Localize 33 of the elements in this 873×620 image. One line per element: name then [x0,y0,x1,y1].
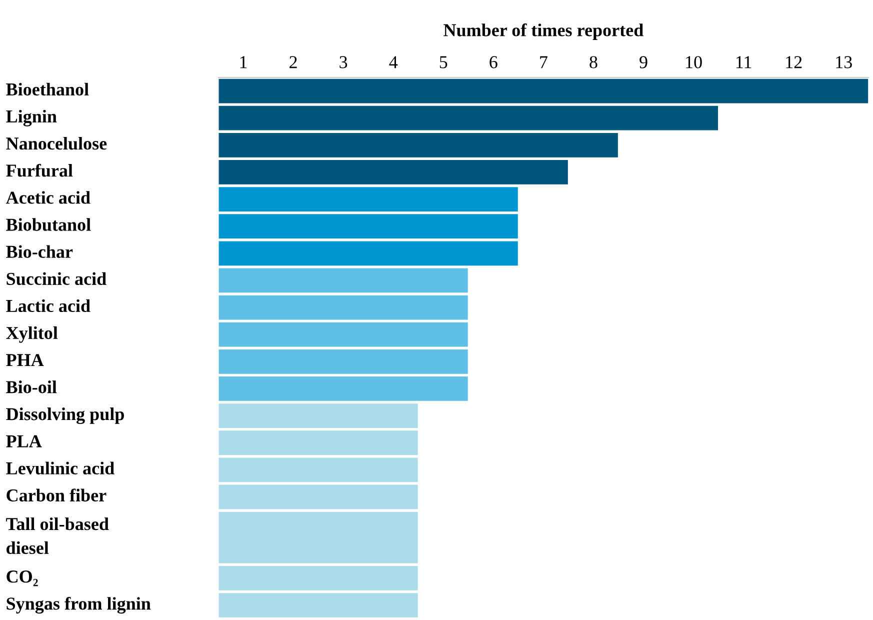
y-tick-label: Levulinic acid [6,462,114,474]
x-tick-label: 2 [290,56,297,68]
y-tick-label: Tall oil-based diesel [6,517,109,554]
y-tick-label: Nanocelulose [6,136,107,150]
y-tick-label: Syngas from lignin [6,596,151,614]
y-tick-label: Bioethanol [6,82,89,96]
y-tick-label: CO₂ [6,570,38,586]
y-tick-label: Bio-oil [6,380,57,394]
y-tick-label: Xylitol [6,326,58,343]
y-tick-label: Biobutanol [6,218,91,231]
y-tick-label: Lactic acid [6,299,90,312]
x-tick-label: 4 [389,56,398,68]
x-tick-label: 6 [490,56,498,68]
x-tick-label: 3 [340,56,348,68]
y-tick-label: Dissolving pulp [6,408,124,424]
x-tick-label: 13 [836,56,852,68]
y-tick-label: Succinic acid [6,272,106,286]
x-tick-label: 8 [590,56,598,68]
y-tick-label: Lignin [6,110,57,126]
y-tick-label: PLA [6,435,42,448]
y-tick-label: Carbon fiber [6,488,106,502]
x-tick-label: 9 [640,56,648,68]
x-tick-label: 11 [736,56,752,68]
x-tick-label: 5 [440,56,448,68]
x-tick-label: 7 [540,56,548,68]
x-tick-label: 10 [686,56,702,68]
x-tick-label: 12 [786,56,802,68]
y-tick-label: Acetic acid [6,191,90,204]
y-tick-label: Furfural [6,164,73,177]
x-axis-title: Number of times reported [444,23,644,40]
y-tick-label: Bio-char [6,245,73,258]
x-tick-label: 1 [240,56,247,68]
y-tick-label: PHA [6,354,44,366]
